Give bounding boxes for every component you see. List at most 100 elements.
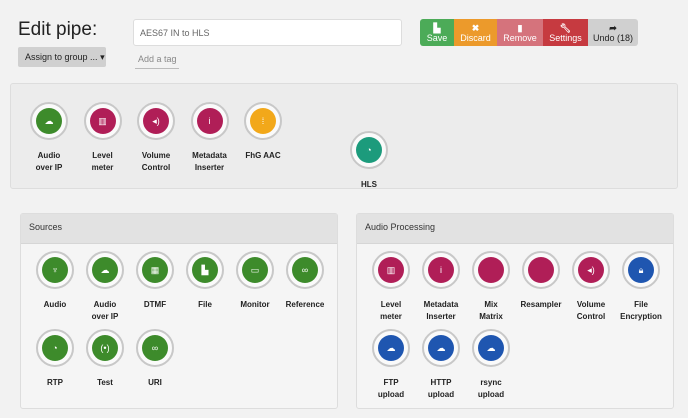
- node-label: Volume Control: [576, 300, 606, 321]
- remove-label: Remove: [503, 32, 537, 43]
- node-label: Audio over IP: [35, 151, 63, 172]
- add-tag-input[interactable]: Add a tag: [135, 52, 179, 69]
- node-ring: (•): [86, 329, 124, 367]
- discard-label: Discard: [460, 32, 491, 43]
- node-label: Audio over IP: [91, 300, 119, 321]
- volume-icon: ◂): [143, 108, 169, 134]
- link-icon: ∞: [142, 335, 168, 361]
- processing-item[interactable]: ◂) Volume Control: [564, 251, 618, 323]
- trash-icon: ▮: [517, 22, 523, 33]
- processing-item[interactable]: ☁ HTTP upload: [414, 329, 468, 401]
- node-ring: ◂): [572, 251, 610, 289]
- pipeline-node[interactable]: ▥ Level meter: [76, 102, 130, 174]
- close-icon: ✖: [471, 22, 480, 33]
- node-ring: ♆: [36, 251, 74, 289]
- pipe-name-input[interactable]: [133, 19, 402, 46]
- node-ring: ☁: [372, 329, 410, 367]
- save-button[interactable]: ▙ Save: [420, 19, 454, 46]
- source-item[interactable]: ♆ Audio: [28, 251, 82, 311]
- source-item[interactable]: ∞ URI: [128, 329, 182, 389]
- sources-header: Sources: [21, 214, 337, 244]
- pipeline-canvas: ☁ Audio over IP ▥ Level meter ◂) Volume Contr…: [10, 83, 678, 189]
- cloud-upload-icon: ☁: [428, 335, 454, 361]
- save-label: Save: [426, 32, 448, 43]
- caret-down-icon: ▾: [100, 52, 105, 62]
- processing-item[interactable]: ▥ Level meter: [364, 251, 418, 323]
- node-ring: i: [422, 251, 460, 289]
- audio-processing-panel: Audio Processing ▥ Level meter i Metadata I…: [356, 213, 674, 409]
- processing-item[interactable]: 🔒︎ File Encryption: [614, 251, 668, 323]
- processing-item[interactable]: Mix Matrix: [464, 251, 518, 323]
- node-ring: ▥: [83, 102, 122, 140]
- info-icon: i: [428, 257, 454, 283]
- node-ring: ▥: [372, 251, 410, 289]
- node-ring: ▙: [186, 251, 224, 289]
- node-label: Resampler: [520, 300, 562, 309]
- node-label: File: [198, 300, 212, 309]
- node-ring: ☁: [472, 329, 510, 367]
- waveform-icon: ⁞: [250, 108, 276, 134]
- node-label: FhG AAC: [245, 151, 281, 160]
- audio-processing-header: Audio Processing: [357, 214, 673, 244]
- undo-arrow-icon: ➦: [609, 22, 617, 33]
- pipeline-node[interactable]: ◂) Volume Control: [129, 102, 183, 174]
- node-label: Volume Control: [141, 151, 171, 172]
- broadcast-icon: (•): [92, 335, 118, 361]
- processing-item[interactable]: i Metadata Inserter: [414, 251, 468, 323]
- link-icon: ∞: [292, 257, 318, 283]
- processing-item[interactable]: ☁ rsync upload: [464, 329, 518, 401]
- discard-button[interactable]: ✖ Discard: [454, 19, 497, 46]
- pipeline-node[interactable]: i Metadata Inserter: [183, 102, 237, 174]
- node-label: RTP: [47, 378, 63, 387]
- node-ring: ☁: [422, 329, 460, 367]
- node-label: DTMF: [143, 300, 167, 309]
- lock-icon: 🔒︎: [628, 257, 654, 283]
- node-label: HLS: [361, 180, 377, 189]
- node-label: File Encryption: [620, 300, 662, 321]
- source-item[interactable]: (•) Test: [78, 329, 132, 389]
- node-ring: ⁞: [244, 102, 282, 140]
- source-item[interactable]: ∞ Reference: [278, 251, 332, 311]
- pipeline-node[interactable]: ☁ Audio over IP: [22, 102, 76, 174]
- pipeline-node-hls[interactable]: ◔ HLS: [342, 131, 396, 191]
- node-ring: ∞: [136, 329, 174, 367]
- keypad-icon: ▦: [142, 257, 168, 283]
- node-ring: ▦: [136, 251, 174, 289]
- node-label: URI: [148, 378, 162, 387]
- node-ring: ◔: [350, 131, 388, 169]
- node-label: Metadata Inserter: [423, 300, 459, 321]
- remove-button[interactable]: ▮ Remove: [497, 19, 543, 46]
- monitor-icon: ▭: [242, 257, 268, 283]
- node-ring: [522, 251, 560, 289]
- source-item[interactable]: ▦ DTMF: [128, 251, 182, 311]
- source-item[interactable]: ▙ File: [178, 251, 232, 311]
- rtp-icon: ◔: [42, 335, 68, 361]
- pipeline-node[interactable]: ⁞ FhG AAC: [236, 102, 290, 162]
- assign-to-group-dropdown[interactable]: Assign to group ... ▾: [18, 47, 106, 67]
- file-icon: ▙: [192, 257, 218, 283]
- source-item[interactable]: ☁ Audio over IP: [78, 251, 132, 323]
- cloud-upload-icon: ☁: [36, 108, 62, 134]
- node-label: Test: [97, 378, 113, 387]
- node-ring: ◔: [36, 329, 74, 367]
- settings-button[interactable]: 🔧︎ Settings: [543, 19, 588, 46]
- undo-label: Undo (18): [592, 32, 634, 43]
- info-icon: i: [196, 108, 223, 134]
- processing-item[interactable]: ☁ FTP upload: [364, 329, 418, 401]
- node-ring: ☁: [86, 251, 124, 289]
- settings-label: Settings: [549, 32, 582, 43]
- source-item[interactable]: ▭ Monitor: [228, 251, 282, 311]
- bar-chart-icon: ▥: [378, 257, 404, 283]
- undo-button[interactable]: ➦ Undo (18): [588, 19, 638, 46]
- node-label: Metadata Inserter: [192, 151, 227, 172]
- source-item[interactable]: ◔ RTP: [28, 329, 82, 389]
- node-ring: i: [190, 102, 229, 140]
- assign-label: Assign to group ...: [25, 52, 98, 62]
- cloud-upload-icon: ☁: [478, 335, 504, 361]
- node-label: Audio: [43, 300, 67, 309]
- wrench-icon: 🔧︎: [559, 22, 572, 33]
- processing-item[interactable]: Resampler: [514, 251, 568, 311]
- sources-panel: Sources ♆ Audio ☁ Audio over IP ▦ DTMF ▙ File ▭ M…: [20, 213, 338, 409]
- cloud-upload-icon: ☁: [378, 335, 404, 361]
- node-ring: [472, 251, 510, 289]
